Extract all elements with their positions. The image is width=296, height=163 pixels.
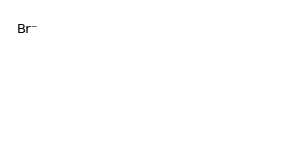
Text: Br⁻: Br⁻ xyxy=(16,23,38,36)
